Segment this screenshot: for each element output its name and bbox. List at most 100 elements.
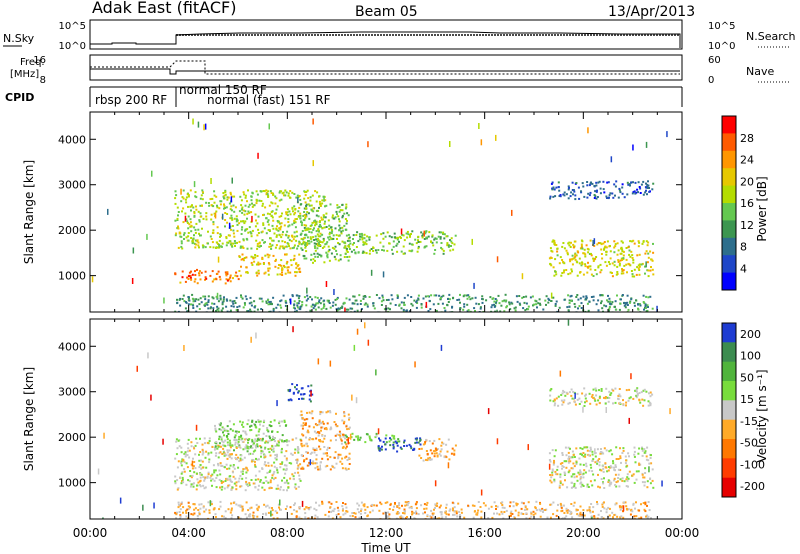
data-cell	[378, 297, 381, 300]
data-cell	[599, 294, 602, 297]
data-cell	[433, 508, 435, 511]
data-cell	[614, 464, 617, 467]
data-cell	[563, 391, 566, 394]
data-cell	[210, 238, 213, 240]
data-cell	[199, 234, 201, 237]
data-cell	[310, 224, 313, 227]
data-cell	[201, 448, 204, 451]
data-cell	[426, 501, 429, 504]
time-axis-label: Time UT	[360, 541, 411, 554]
data-cell	[552, 400, 555, 403]
data-cell	[283, 194, 285, 197]
data-cell	[268, 229, 271, 232]
data-cell	[363, 233, 366, 236]
data-cell	[368, 252, 371, 255]
data-cell	[627, 308, 630, 311]
data-cell	[609, 449, 612, 452]
data-cell	[408, 249, 411, 252]
data-cell	[337, 307, 340, 310]
data-cell	[345, 206, 348, 209]
data-cell	[593, 194, 596, 196]
data-cell	[328, 227, 331, 230]
data-cell	[550, 249, 553, 252]
data-cell	[568, 460, 571, 463]
data-cell	[249, 296, 252, 299]
data-cell	[234, 477, 237, 480]
colorbar-tick-label: 20	[740, 175, 754, 188]
data-cell	[341, 229, 344, 232]
data-cell	[437, 302, 440, 305]
data-cell	[389, 503, 392, 506]
data-cell	[177, 503, 180, 506]
data-cell	[550, 503, 553, 506]
data-cell	[525, 302, 528, 305]
data-cell	[592, 506, 595, 509]
data-cell	[219, 486, 221, 489]
data-cell	[426, 452, 429, 455]
data-cell	[586, 302, 589, 305]
data-cell	[573, 190, 576, 193]
data-cell	[621, 183, 624, 186]
data-cell	[545, 295, 548, 298]
data-cell	[294, 471, 297, 474]
data-cell	[201, 204, 203, 207]
data-cell	[209, 476, 212, 479]
data-cell	[425, 245, 428, 248]
data-cell	[313, 430, 316, 433]
data-cell	[295, 437, 298, 440]
data-cell	[198, 219, 201, 222]
data-cell	[625, 404, 627, 407]
data-cell	[451, 447, 454, 450]
data-cell	[245, 466, 248, 469]
data-cell	[554, 270, 557, 273]
data-cell	[235, 447, 238, 449]
data-cell	[565, 507, 568, 510]
data-cell	[245, 256, 248, 259]
data-cell	[197, 228, 200, 231]
data-cell	[525, 295, 528, 298]
data-cell	[210, 503, 213, 506]
data-cell	[257, 419, 260, 422]
data-cell	[431, 452, 434, 455]
data-cell	[203, 437, 206, 440]
noise-cell	[91, 276, 94, 283]
x-tick-label: 16:00	[467, 526, 502, 540]
noise-cell	[102, 517, 104, 519]
data-cell	[619, 259, 622, 262]
data-cell	[607, 300, 610, 303]
data-cell	[195, 243, 198, 246]
data-cell	[219, 422, 222, 425]
data-cell	[633, 446, 636, 449]
data-cell	[341, 305, 344, 308]
data-cell	[357, 251, 360, 254]
data-cell	[579, 513, 582, 516]
data-cell	[415, 510, 417, 513]
data-cell	[285, 468, 288, 471]
data-cell	[299, 414, 302, 417]
data-cell	[442, 233, 444, 235]
data-cell	[226, 441, 229, 444]
data-cell	[181, 276, 184, 279]
noise-cell	[119, 497, 122, 504]
data-cell	[609, 245, 611, 247]
data-cell	[297, 448, 300, 451]
data-cell	[319, 203, 322, 205]
data-cell	[297, 264, 300, 266]
data-cell	[315, 238, 318, 241]
data-cell	[233, 240, 236, 242]
data-cell	[642, 404, 645, 407]
data-cell	[594, 452, 597, 454]
data-cell	[180, 446, 183, 449]
data-cell	[620, 506, 623, 509]
data-cell	[559, 473, 562, 476]
data-cell	[309, 400, 312, 403]
data-cell	[305, 299, 308, 302]
data-cell	[520, 507, 523, 510]
data-cell	[330, 252, 333, 255]
data-cell	[292, 306, 295, 309]
noise-cell	[131, 278, 134, 284]
data-cell	[314, 296, 317, 299]
data-cell	[627, 477, 630, 480]
data-cell	[586, 483, 589, 486]
data-cell	[353, 438, 356, 441]
